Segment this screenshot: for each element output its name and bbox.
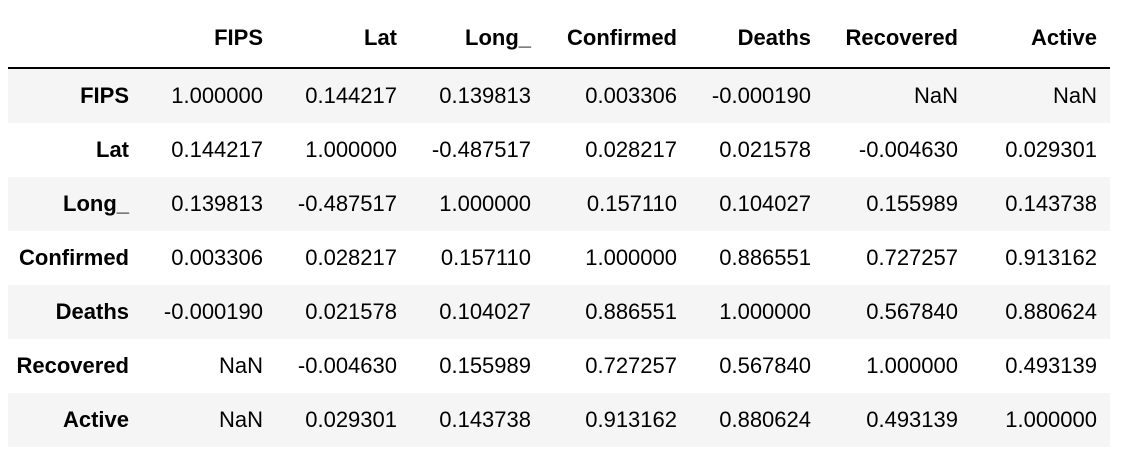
table-cell: -0.487517	[431, 137, 531, 162]
column-header-fips: FIPS	[142, 10, 276, 69]
table-cell: 0.155989	[866, 191, 958, 216]
row-label: Deaths	[55, 299, 129, 324]
table-cell: 0.567840	[866, 299, 958, 324]
table-cell: 0.727257	[585, 353, 677, 378]
table-cell: 0.144217	[305, 83, 397, 108]
row-label: Long_	[63, 191, 129, 216]
table-row: Confirmed 0.003306 0.028217 0.157110 1.0…	[8, 231, 1110, 285]
table-cell: 1.000000	[1005, 407, 1097, 432]
table-cell: 0.029301	[1005, 137, 1097, 162]
table-cell: 0.155989	[439, 353, 531, 378]
table-cell: 0.157110	[586, 191, 677, 216]
table-cell: 0.880624	[719, 407, 811, 432]
table-cell: 0.139813	[439, 83, 531, 108]
table-cell: -0.000190	[711, 83, 811, 108]
table-cell: 0.028217	[305, 245, 397, 270]
table-cell: NaN	[218, 407, 263, 432]
column-header-confirmed: Confirmed	[544, 10, 690, 69]
table-cell: 0.567840	[719, 353, 811, 378]
correlation-table: FIPS Lat Long_ Confirmed Deaths Recovere…	[8, 10, 1110, 447]
table-cell: 0.727257	[866, 245, 958, 270]
table-cell: 1.000000	[719, 299, 811, 324]
table-cell: 0.139813	[171, 191, 263, 216]
table-cell: 0.886551	[719, 245, 811, 270]
table-cell: 0.003306	[585, 83, 677, 108]
table-cell: 1.000000	[305, 137, 397, 162]
column-header-deaths: Deaths	[690, 10, 824, 69]
header-row: FIPS Lat Long_ Confirmed Deaths Recovere…	[8, 10, 1110, 69]
table-cell: 0.493139	[1005, 353, 1097, 378]
row-label: Confirmed	[19, 245, 129, 270]
table-cell: 0.021578	[719, 137, 811, 162]
table-cell: 0.028217	[585, 137, 677, 162]
table-cell: 0.493139	[866, 407, 958, 432]
table-cell: NaN	[913, 83, 958, 108]
table-cell: -0.487517	[297, 191, 397, 216]
index-header	[8, 10, 142, 69]
table-row: Active NaN 0.029301 0.143738 0.913162 0.…	[8, 393, 1110, 447]
table-cell: 0.913162	[585, 407, 677, 432]
table-cell: -0.000190	[163, 299, 263, 324]
table-cell: 0.029301	[305, 407, 397, 432]
table-cell: 0.886551	[585, 299, 677, 324]
column-header-recovered: Recovered	[824, 10, 971, 69]
table-row: Long_ 0.139813 -0.487517 1.000000 0.1571…	[8, 177, 1110, 231]
row-label: Recovered	[16, 353, 129, 378]
table-row: FIPS 1.000000 0.144217 0.139813 0.003306…	[8, 68, 1110, 123]
row-label: FIPS	[80, 83, 129, 108]
table-cell: 0.144217	[171, 137, 263, 162]
column-header-long: Long_	[410, 10, 544, 69]
table-cell: 0.880624	[1005, 299, 1097, 324]
table-cell: 0.157110	[440, 245, 531, 270]
table-cell: 0.003306	[171, 245, 263, 270]
table-cell: 0.104027	[439, 299, 531, 324]
table-cell: -0.004630	[297, 353, 397, 378]
table-cell: 1.000000	[866, 353, 958, 378]
row-label: Active	[62, 407, 129, 432]
table-row: Deaths -0.000190 0.021578 0.104027 0.886…	[8, 285, 1110, 339]
table-cell: NaN	[218, 353, 263, 378]
column-header-active: Active	[971, 10, 1110, 69]
column-header-lat: Lat	[276, 10, 410, 69]
table-cell: 0.143738	[1005, 191, 1097, 216]
dataframe-output: FIPS Lat Long_ Confirmed Deaths Recovere…	[8, 10, 1110, 447]
table-cell: NaN	[1052, 83, 1097, 108]
table-cell: 0.143738	[439, 407, 531, 432]
table-cell: 1.000000	[585, 245, 677, 270]
table-cell: -0.004630	[858, 137, 958, 162]
table-cell: 0.104027	[719, 191, 811, 216]
table-cell: 0.913162	[1005, 245, 1097, 270]
table-cell: 1.000000	[439, 191, 531, 216]
table-row: Lat 0.144217 1.000000 -0.487517 0.028217…	[8, 123, 1110, 177]
table-cell: 0.021578	[305, 299, 397, 324]
table-cell: 1.000000	[171, 83, 263, 108]
table-header: FIPS Lat Long_ Confirmed Deaths Recovere…	[8, 10, 1110, 69]
table-body: FIPS 1.000000 0.144217 0.139813 0.003306…	[8, 68, 1110, 447]
table-row: Recovered NaN -0.004630 0.155989 0.72725…	[8, 339, 1110, 393]
row-label: Lat	[96, 137, 129, 162]
